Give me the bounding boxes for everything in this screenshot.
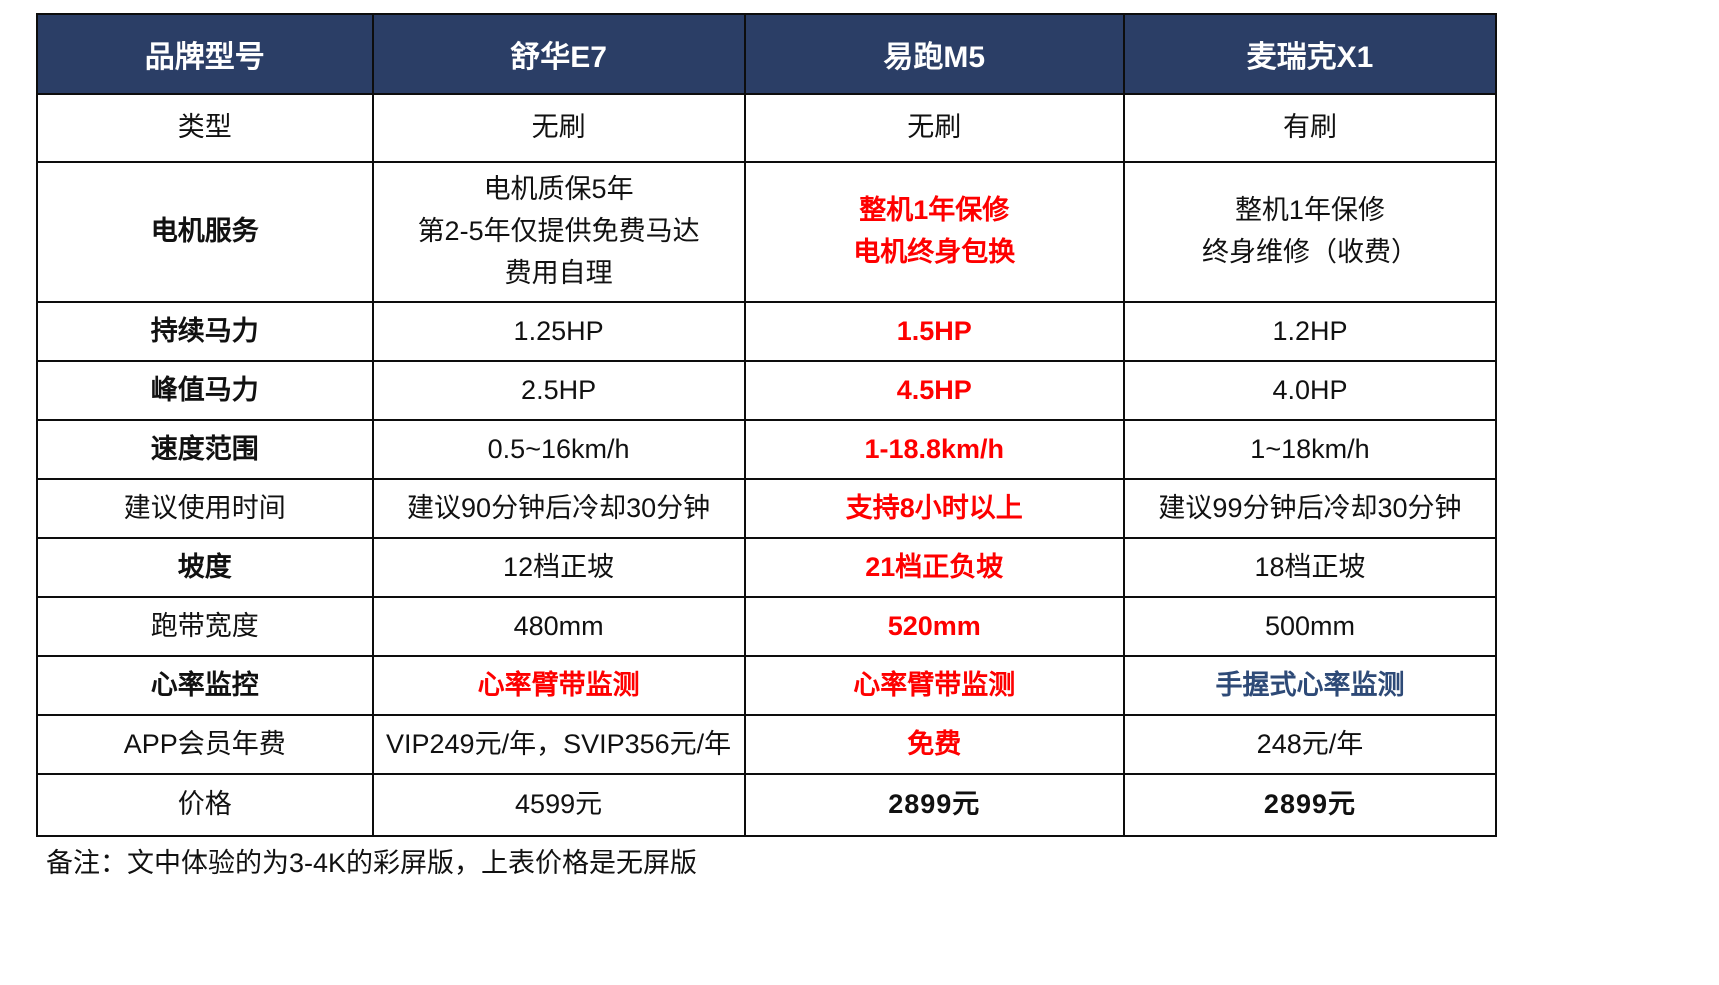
row-label: 坡度 <box>36 537 374 598</box>
cell-heart-rate-yipao: 心率臂带监测 <box>743 655 1125 716</box>
row-label: 电机服务 <box>36 161 374 303</box>
treadmill-comparison-table: 品牌型号 舒华E7 易跑M5 麦瑞克X1 类型 无刷 无刷 有刷 电机服务 电机… <box>36 13 1498 837</box>
row-type: 类型 无刷 无刷 有刷 <box>36 93 1498 163</box>
cell-app-fee-yipao: 免费 <box>743 714 1125 775</box>
row-price: 价格 4599元 2899元 2899元 <box>36 773 1498 837</box>
row-label: 类型 <box>36 93 374 163</box>
cell-usage-time-yipao: 支持8小时以上 <box>743 478 1125 539</box>
table-footnote: 备注：文中体验的为3-4K的彩屏版，上表价格是无屏版 <box>46 848 698 878</box>
header-brand-model: 品牌型号 <box>36 13 374 95</box>
row-label: 价格 <box>36 773 374 837</box>
row-incline: 坡度 12档正坡 21档正负坡 18档正坡 <box>36 537 1498 598</box>
cell-incline-yipao: 21档正负坡 <box>743 537 1125 598</box>
header-shuhua-e7: 舒华E7 <box>371 13 746 95</box>
row-continuous-horsepower: 持续马力 1.25HP 1.5HP 1.2HP <box>36 301 1498 362</box>
cell-usage-time-shuhua: 建议90分钟后冷却30分钟 <box>371 478 746 539</box>
row-label: 建议使用时间 <box>36 478 374 539</box>
row-peak-horsepower: 峰值马力 2.5HP 4.5HP 4.0HP <box>36 360 1498 421</box>
row-label: 跑带宽度 <box>36 596 374 657</box>
cell-motor-service-yipao: 整机1年保修 电机终身包换 <box>743 161 1125 303</box>
cell-app-fee-shuhua: VIP249元/年，SVIP356元/年 <box>371 714 746 775</box>
cell-belt-width-merach: 500mm <box>1122 596 1498 657</box>
table-header: 品牌型号 舒华E7 易跑M5 麦瑞克X1 <box>36 13 1498 95</box>
cell-motor-service-shuhua: 电机质保5年 第2-5年仅提供免费马达 费用自理 <box>371 161 746 303</box>
header-row: 品牌型号 舒华E7 易跑M5 麦瑞克X1 <box>36 13 1498 95</box>
row-label: 速度范围 <box>36 419 374 480</box>
header-merach-x1: 麦瑞克X1 <box>1122 13 1498 95</box>
cell-price-shuhua: 4599元 <box>371 773 746 837</box>
cell-continuous-hp-yipao: 1.5HP <box>743 301 1125 362</box>
cell-type-yipao: 无刷 <box>743 93 1125 163</box>
cell-speed-range-merach: 1~18km/h <box>1122 419 1498 480</box>
cell-heart-rate-shuhua: 心率臂带监测 <box>371 655 746 716</box>
cell-incline-merach: 18档正坡 <box>1122 537 1498 598</box>
cell-peak-hp-shuhua: 2.5HP <box>371 360 746 421</box>
cell-speed-range-shuhua: 0.5~16km/h <box>371 419 746 480</box>
row-label: APP会员年费 <box>36 714 374 775</box>
row-speed-range: 速度范围 0.5~16km/h 1-18.8km/h 1~18km/h <box>36 419 1498 480</box>
cell-continuous-hp-shuhua: 1.25HP <box>371 301 746 362</box>
cell-price-yipao: 2899元 <box>743 773 1125 837</box>
cell-type-shuhua: 无刷 <box>371 93 746 163</box>
cell-app-fee-merach: 248元/年 <box>1122 714 1498 775</box>
row-label: 峰值马力 <box>36 360 374 421</box>
cell-usage-time-merach: 建议99分钟后冷却30分钟 <box>1122 478 1498 539</box>
table-body: 类型 无刷 无刷 有刷 电机服务 电机质保5年 第2-5年仅提供免费马达 费用自… <box>36 93 1498 837</box>
cell-heart-rate-merach: 手握式心率监测 <box>1122 655 1498 716</box>
row-label: 持续马力 <box>36 301 374 362</box>
cell-peak-hp-merach: 4.0HP <box>1122 360 1498 421</box>
cell-belt-width-yipao: 520mm <box>743 596 1125 657</box>
row-belt-width: 跑带宽度 480mm 520mm 500mm <box>36 596 1498 657</box>
row-heart-rate-monitoring: 心率监控 心率臂带监测 心率臂带监测 手握式心率监测 <box>36 655 1498 716</box>
header-yipao-m5: 易跑M5 <box>743 13 1125 95</box>
row-suggested-usage-time: 建议使用时间 建议90分钟后冷却30分钟 支持8小时以上 建议99分钟后冷却30… <box>36 478 1498 539</box>
cell-continuous-hp-merach: 1.2HP <box>1122 301 1498 362</box>
cell-peak-hp-yipao: 4.5HP <box>743 360 1125 421</box>
cell-speed-range-yipao: 1-18.8km/h <box>743 419 1125 480</box>
cell-belt-width-shuhua: 480mm <box>371 596 746 657</box>
cell-incline-shuhua: 12档正坡 <box>371 537 746 598</box>
row-motor-service: 电机服务 电机质保5年 第2-5年仅提供免费马达 费用自理 整机1年保修 电机终… <box>36 161 1498 303</box>
cell-type-merach: 有刷 <box>1122 93 1498 163</box>
cell-motor-service-merach: 整机1年保修 终身维修（收费） <box>1122 161 1498 303</box>
cell-price-merach: 2899元 <box>1122 773 1498 837</box>
row-app-membership-fee: APP会员年费 VIP249元/年，SVIP356元/年 免费 248元/年 <box>36 714 1498 775</box>
row-label: 心率监控 <box>36 655 374 716</box>
